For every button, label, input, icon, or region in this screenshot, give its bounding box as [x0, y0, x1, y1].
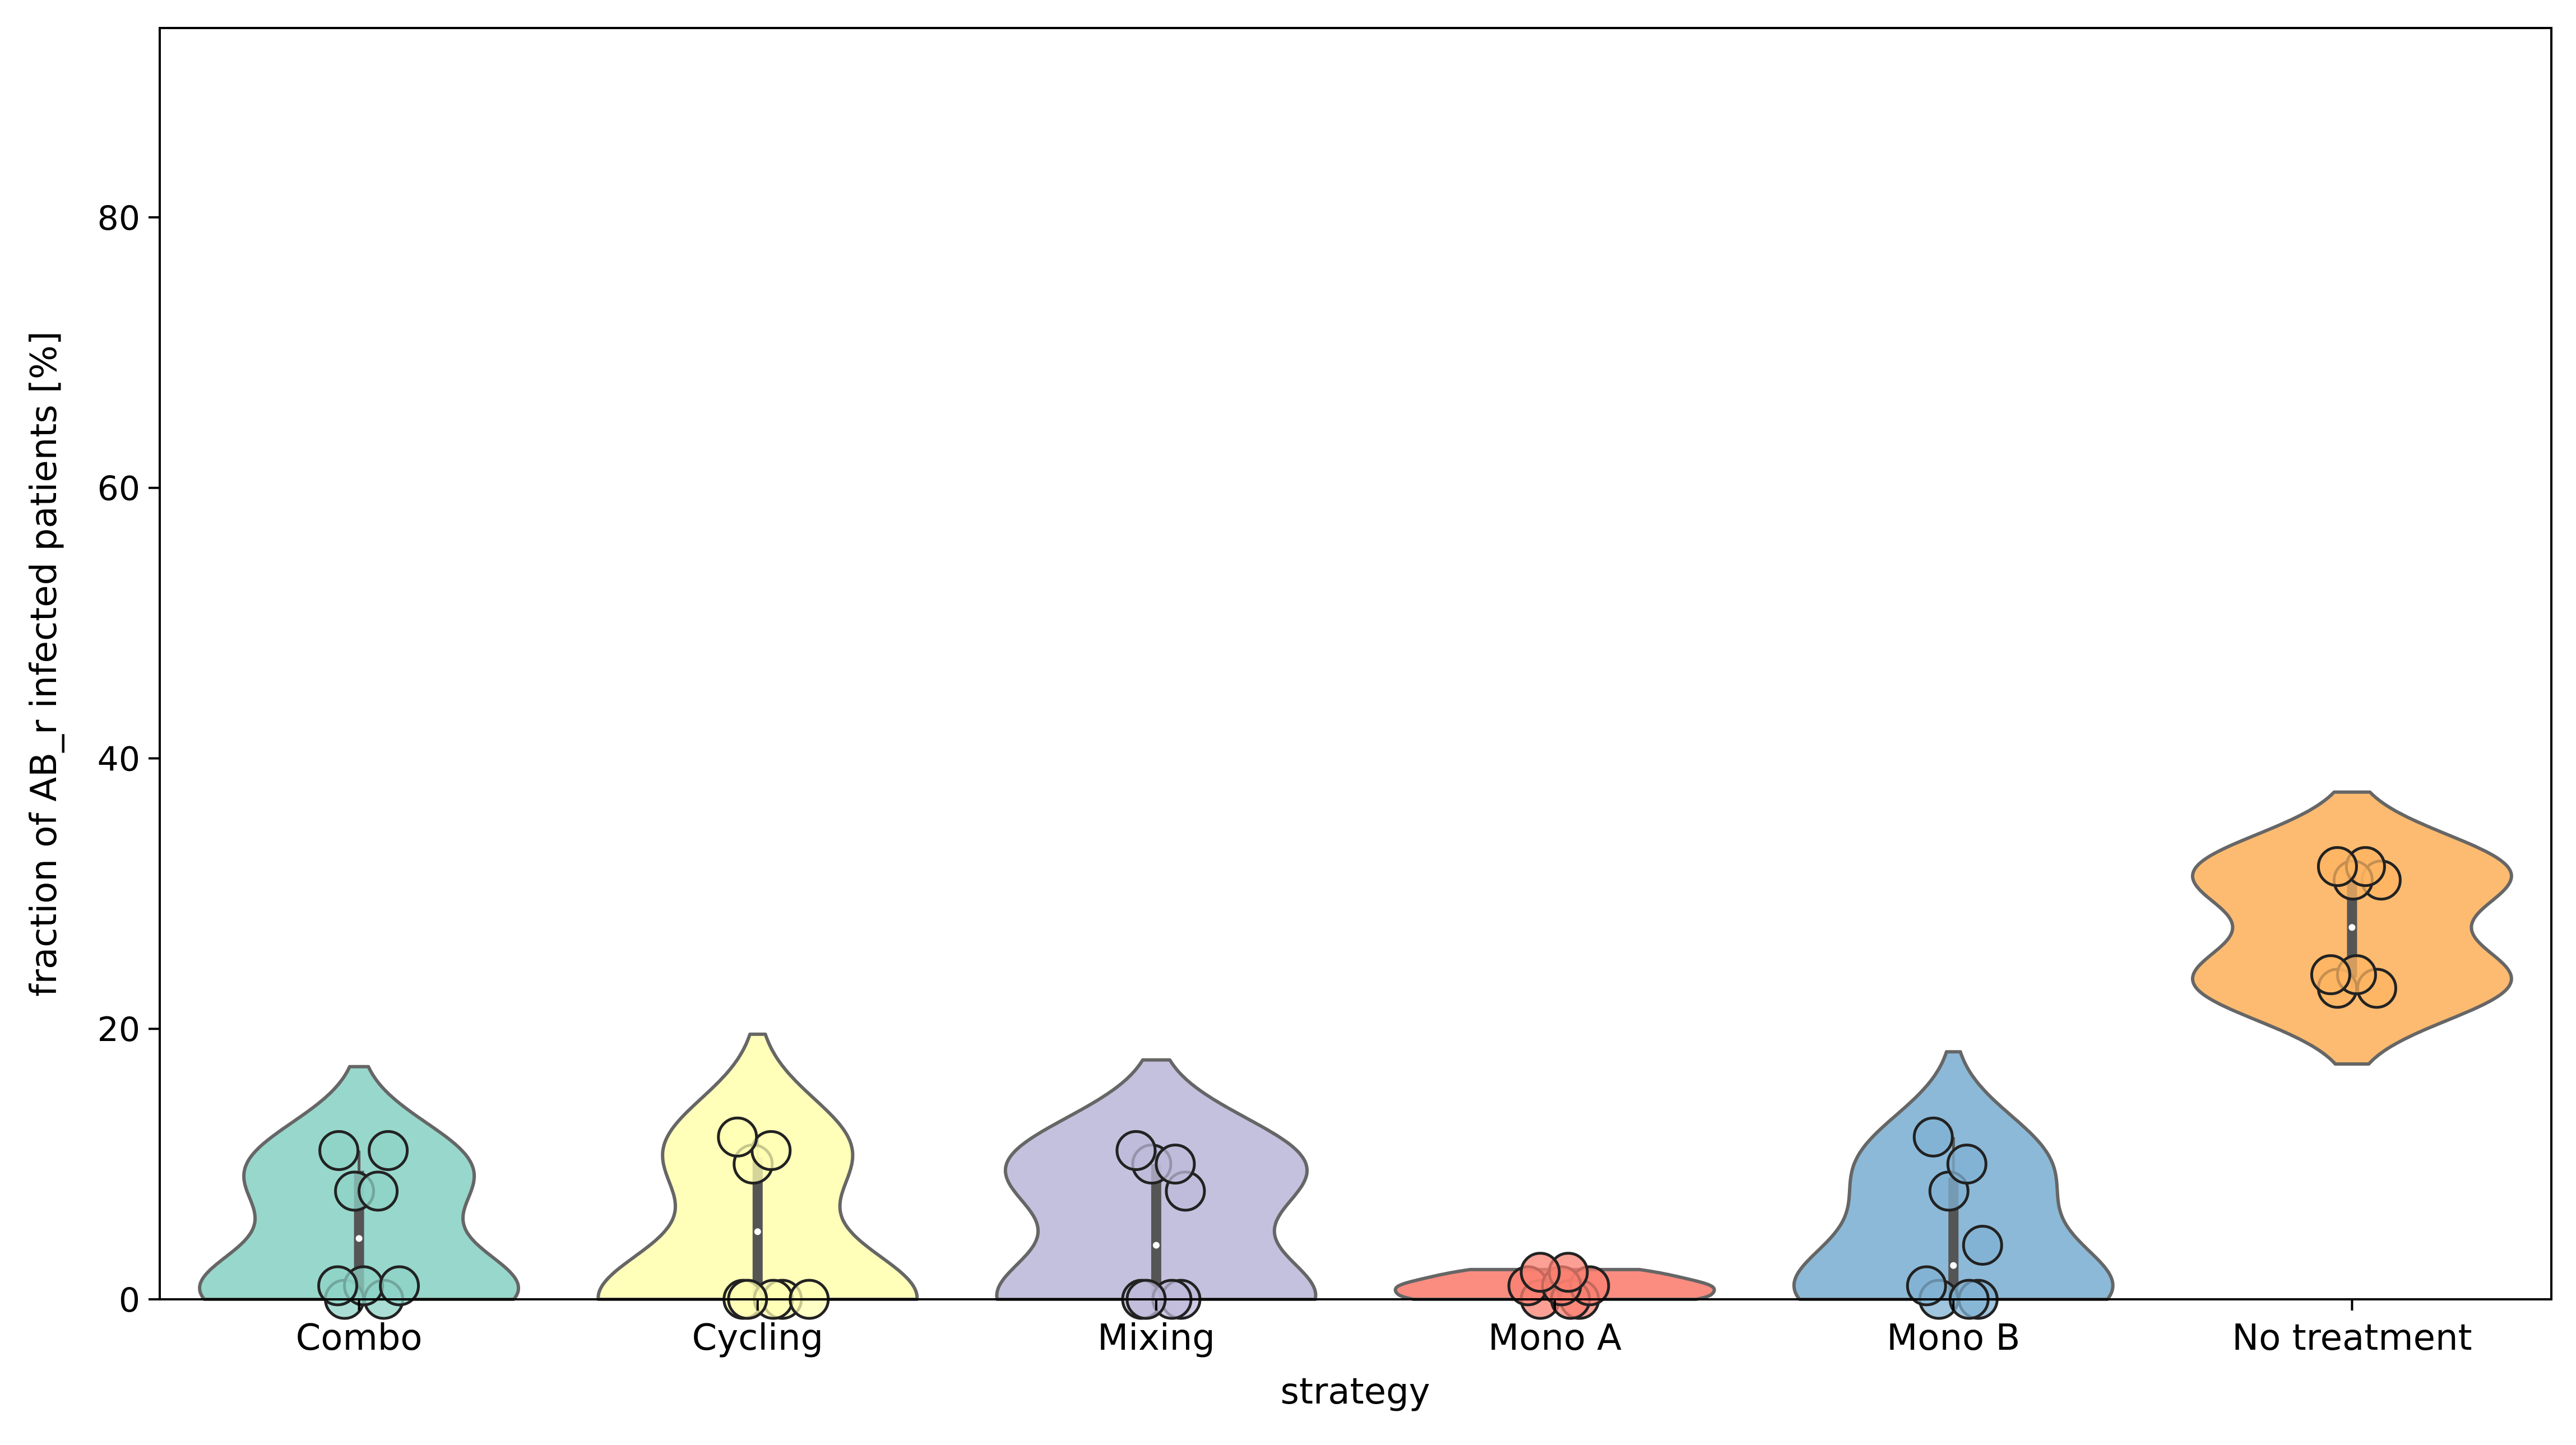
data-point: [1906, 1265, 1947, 1307]
data-point: [717, 1116, 758, 1158]
y-tick-label: 20: [98, 1010, 140, 1049]
violin-median: [754, 1228, 761, 1235]
y-axis-label: fraction of AB_r infected patients [%]: [24, 331, 65, 997]
data-point: [1115, 1130, 1157, 1171]
data-point: [358, 1170, 399, 1212]
x-tick-label: Mono A: [1488, 1317, 1621, 1359]
violin-median: [1950, 1262, 1957, 1269]
x-tick-label: Cycling: [692, 1317, 824, 1359]
x-tick-label: Mixing: [1097, 1317, 1215, 1359]
x-axis: Combo Cycling Mixing Mono A Mono B No treatme…: [296, 1299, 2472, 1359]
data-point: [1946, 1144, 1987, 1185]
data-point: [317, 1265, 359, 1307]
x-tick-label: No treatment: [2232, 1317, 2472, 1359]
violin-median: [1152, 1242, 1160, 1249]
x-tick-label: Mono B: [1887, 1317, 2020, 1359]
y-axis: 0 20 40 60 80: [98, 199, 160, 1320]
x-axis-label: strategy: [1281, 1371, 1430, 1413]
data-point: [379, 1265, 420, 1307]
x-tick-label: Combo: [296, 1317, 423, 1359]
y-tick-label: 60: [98, 470, 140, 509]
violin-median: [355, 1235, 363, 1242]
data-point: [1155, 1144, 1196, 1185]
data-point: [1962, 1224, 2003, 1266]
violin-iqr-box: [752, 1157, 763, 1299]
data-point: [1912, 1116, 1954, 1158]
y-tick-label: 0: [119, 1281, 140, 1320]
violin-median: [2348, 924, 2356, 931]
plot-frame: [159, 27, 2552, 1300]
violin-iqr-box: [1151, 1164, 1161, 1299]
data-point: [2316, 846, 2358, 888]
data-point: [1519, 1252, 1561, 1293]
data-point: [2310, 954, 2351, 996]
y-tick-label: 40: [98, 740, 140, 779]
y-tick-label: 80: [98, 199, 140, 238]
data-point: [318, 1130, 360, 1171]
data-point: [368, 1130, 409, 1171]
